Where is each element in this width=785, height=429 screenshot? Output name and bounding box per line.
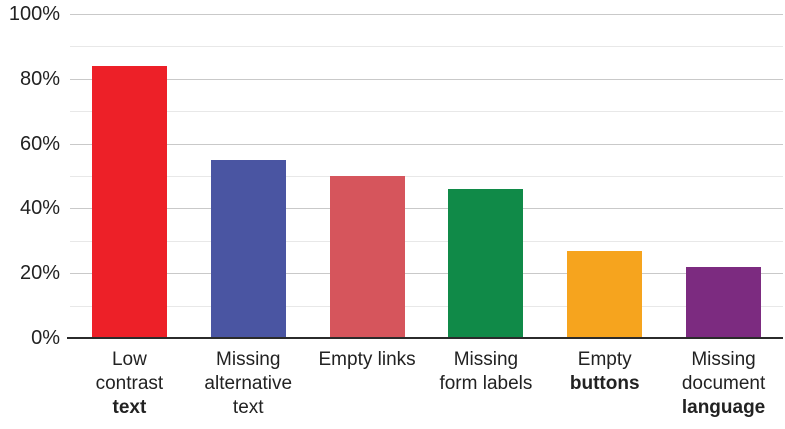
x-label-line: contrast [95, 373, 164, 394]
bar-slot-missing-alternative-text [189, 14, 308, 338]
y-tick-label-0: 0% [31, 327, 60, 349]
x-label-empty-links: Empty links [308, 348, 427, 372]
major-gridline-60 [70, 143, 783, 145]
x-label-missing-alternative-text: Missing alternative text [189, 348, 308, 420]
bar-slot-empty-buttons [545, 14, 664, 338]
minor-gridline-30 [70, 240, 783, 242]
bar-empty-links [329, 176, 405, 338]
x-label-line: Missing [453, 349, 519, 370]
y-tick-label-20: 20% [19, 262, 60, 285]
bar-slot-empty-links [308, 14, 427, 338]
x-label-line: Empty [577, 349, 632, 370]
x-label-line: document [681, 373, 766, 394]
x-label-missing-document-language: Missing document language [664, 348, 783, 420]
x-label-line: text [112, 397, 147, 418]
x-label-line: Missing [691, 349, 756, 370]
x-label-line: Low [111, 349, 147, 370]
bar-slot-missing-form-labels [426, 14, 545, 338]
x-label-line: buttons [569, 373, 640, 394]
minor-gridline-90 [70, 46, 783, 48]
bar-low-contrast-text [91, 65, 167, 338]
x-axis-line [67, 337, 783, 339]
major-gridline-40 [70, 208, 783, 210]
x-label-line: Missing [216, 349, 281, 370]
plot-area [67, 14, 783, 339]
bar-empty-buttons [567, 250, 643, 338]
bar-slot-low-contrast-text [70, 14, 189, 338]
x-label-line: text [232, 397, 264, 418]
x-label-line: form labels [439, 373, 533, 394]
bar-slot-missing-document-language [664, 14, 783, 338]
major-gridline-20 [70, 273, 783, 275]
y-tick-label-60: 60% [19, 132, 60, 155]
x-label-line: alternative [204, 373, 293, 394]
minor-gridline-70 [70, 111, 783, 113]
major-gridline-100 [70, 14, 783, 15]
bar-missing-form-labels [448, 188, 524, 338]
major-gridline-80 [70, 78, 783, 80]
x-label-missing-form-labels: Missing form labels [426, 348, 545, 396]
x-axis-labels: Low contrast text Missing alternative text Emp… [70, 348, 783, 420]
y-tick-label-40: 40% [19, 197, 60, 220]
bar-missing-alternative-text [210, 159, 286, 338]
minor-gridline-10 [70, 305, 783, 307]
bar-series [70, 14, 783, 338]
minor-gridline-50 [70, 176, 783, 177]
x-label-low-contrast-text: Low contrast text [70, 348, 189, 420]
x-label-line: Empty links [318, 349, 416, 370]
x-label-empty-buttons: Empty buttons [545, 348, 664, 396]
x-label-line: language [681, 397, 766, 418]
bar-missing-document-language [686, 266, 762, 338]
y-tick-label-100: 100% [8, 3, 60, 25]
y-tick-label-80: 80% [19, 67, 60, 90]
